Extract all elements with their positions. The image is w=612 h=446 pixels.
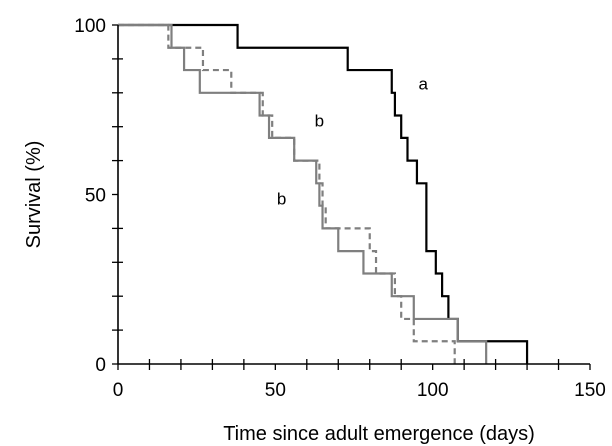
x-tick-label: 100 — [417, 380, 449, 401]
x-tick-label: 150 — [574, 380, 606, 401]
tick-labels: 0 50 100 150 0 50 100 — [74, 16, 606, 401]
survival-curve — [118, 23, 488, 364]
survival-curve-dashed — [118, 23, 456, 364]
curve-annotation: a — [418, 74, 428, 93]
axes — [117, 25, 590, 365]
y-tick-label: 0 — [95, 355, 106, 376]
y-tick-label: 100 — [74, 16, 106, 37]
axis-ticks — [112, 24, 591, 370]
curve-annotation: b — [277, 190, 286, 209]
x-tick-label: 50 — [265, 380, 286, 401]
x-axis-title: Time since adult emergence (days) — [223, 423, 535, 445]
curve-annotation: b — [315, 112, 324, 131]
y-tick-label: 50 — [85, 186, 106, 207]
survival-curves — [118, 23, 529, 364]
annotations: a b b — [277, 74, 429, 208]
y-axis-title: Survival (%) — [23, 141, 45, 249]
x-tick-label: 0 — [113, 380, 124, 401]
